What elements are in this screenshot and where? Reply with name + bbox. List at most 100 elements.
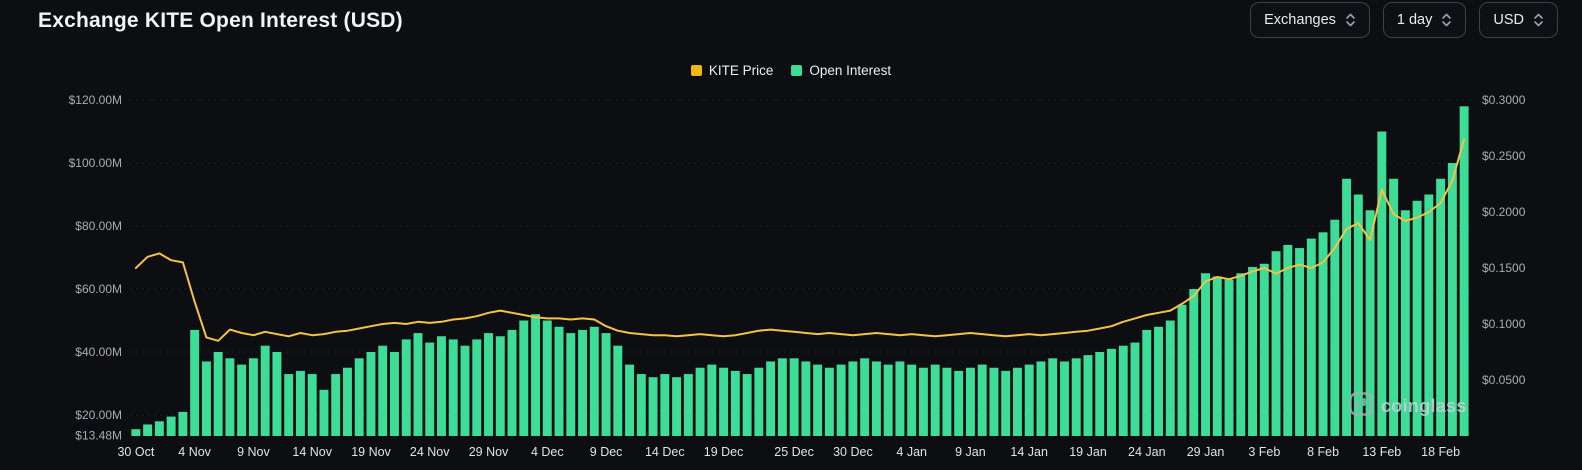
open-interest-bar[interactable] [1107, 348, 1116, 436]
open-interest-bar[interactable] [625, 364, 635, 436]
open-interest-bar[interactable] [1118, 345, 1128, 436]
open-interest-bar[interactable] [1436, 178, 1446, 436]
open-interest-bar[interactable] [1424, 194, 1434, 437]
open-interest-bar[interactable] [1447, 163, 1457, 436]
open-interest-bar[interactable] [1048, 358, 1058, 436]
open-interest-bar[interactable] [730, 370, 740, 436]
open-interest-bar[interactable] [777, 358, 787, 436]
open-interest-bar[interactable] [413, 333, 423, 436]
open-interest-bar[interactable] [613, 345, 623, 436]
open-interest-bar[interactable] [495, 336, 505, 436]
open-interest-bar[interactable] [507, 329, 517, 436]
open-interest-bar[interactable] [907, 364, 917, 436]
open-interest-bar[interactable] [1236, 273, 1246, 436]
open-interest-bar[interactable] [331, 374, 341, 436]
open-interest-bar[interactable] [1400, 210, 1410, 436]
open-interest-bar[interactable] [460, 345, 470, 436]
open-interest-bar[interactable] [154, 421, 164, 436]
open-interest-bar[interactable] [1060, 361, 1069, 436]
open-interest-bar[interactable] [295, 370, 305, 436]
open-interest-bar[interactable] [178, 411, 188, 436]
open-interest-bar[interactable] [1283, 244, 1293, 436]
open-interest-bar[interactable] [1248, 266, 1258, 436]
open-interest-bar[interactable] [1389, 178, 1399, 436]
open-interest-bar[interactable] [589, 326, 599, 436]
open-interest-bar[interactable] [1012, 367, 1022, 436]
open-interest-bar[interactable] [860, 358, 870, 436]
open-interest-bar[interactable] [143, 424, 153, 436]
open-interest-bar[interactable] [1024, 364, 1034, 436]
open-interest-bar[interactable] [695, 367, 705, 436]
open-interest-bar[interactable] [1224, 279, 1234, 436]
open-interest-bar[interactable] [1259, 263, 1269, 436]
open-interest-bar[interactable] [425, 342, 435, 436]
interval-select[interactable]: 1 day [1382, 2, 1467, 38]
open-interest-bar[interactable] [636, 374, 646, 436]
open-interest-bar[interactable] [578, 329, 588, 436]
open-interest-bar[interactable] [954, 370, 964, 436]
open-interest-bar[interactable] [1365, 210, 1375, 436]
open-interest-bar[interactable] [942, 367, 952, 436]
legend-item-kite-price[interactable]: KITE Price [690, 63, 773, 78]
open-interest-bar[interactable] [484, 333, 493, 436]
open-interest-bar[interactable] [190, 329, 200, 436]
open-interest-bar[interactable] [1271, 251, 1281, 436]
open-interest-bar[interactable] [342, 367, 352, 436]
open-interest-bar[interactable] [813, 364, 823, 436]
open-interest-bar[interactable] [742, 374, 752, 436]
open-interest-bar[interactable] [566, 333, 576, 436]
open-interest-bar[interactable] [824, 367, 834, 436]
open-interest-bar[interactable] [319, 389, 329, 436]
open-interest-bar[interactable] [965, 367, 975, 436]
open-interest-bar[interactable] [918, 367, 928, 436]
open-interest-bar[interactable] [225, 358, 235, 436]
open-interest-bar[interactable] [683, 374, 693, 436]
open-interest-bar[interactable] [766, 361, 776, 436]
open-interest-bar[interactable] [390, 352, 399, 436]
open-interest-bar[interactable] [554, 326, 564, 436]
open-interest-bar[interactable] [448, 339, 458, 436]
open-interest-bar[interactable] [1071, 358, 1081, 436]
open-interest-bar[interactable] [131, 429, 141, 436]
open-interest-bar[interactable] [401, 339, 411, 436]
open-interest-bar[interactable] [895, 361, 905, 436]
open-interest-bar[interactable] [1036, 361, 1046, 436]
open-interest-bar[interactable] [1342, 178, 1352, 436]
open-interest-bar[interactable] [660, 374, 670, 436]
open-interest-bar[interactable] [531, 314, 540, 436]
open-interest-bar[interactable] [1165, 320, 1175, 437]
open-interest-bar[interactable] [1353, 194, 1363, 437]
open-interest-bar[interactable] [1142, 329, 1152, 436]
open-interest-bar[interactable] [1177, 304, 1187, 436]
open-interest-bar[interactable] [754, 367, 764, 436]
open-interest-bar[interactable] [354, 358, 364, 436]
open-interest-bar[interactable] [707, 364, 717, 436]
open-interest-bar[interactable] [648, 377, 658, 436]
open-interest-bar[interactable] [1154, 326, 1163, 436]
open-interest-bar[interactable] [1130, 342, 1140, 436]
open-interest-bar[interactable] [977, 364, 987, 436]
legend-item-open-interest[interactable]: Open Interest [791, 63, 891, 78]
open-interest-bar[interactable] [166, 416, 176, 436]
open-interest-bar[interactable] [1295, 248, 1305, 436]
open-interest-bar[interactable] [672, 377, 682, 436]
open-interest-bar[interactable] [307, 374, 317, 436]
open-interest-bar[interactable] [871, 361, 881, 436]
open-interest-bar[interactable] [378, 345, 388, 436]
open-interest-bar[interactable] [1095, 352, 1105, 436]
open-interest-bar[interactable] [1306, 238, 1316, 436]
open-interest-bar[interactable] [1189, 289, 1199, 436]
exchanges-select[interactable]: Exchanges [1250, 2, 1370, 38]
open-interest-bar[interactable] [472, 339, 482, 436]
open-interest-bar[interactable] [930, 364, 940, 436]
open-interest-bar[interactable] [1412, 200, 1422, 436]
open-interest-bar[interactable] [1212, 276, 1222, 436]
open-interest-bar[interactable] [201, 361, 211, 436]
open-interest-bar[interactable] [989, 367, 999, 436]
open-interest-bar[interactable] [237, 364, 247, 436]
open-interest-bar[interactable] [601, 333, 611, 436]
open-interest-bar[interactable] [719, 367, 729, 436]
open-interest-bar[interactable] [1459, 106, 1469, 437]
open-interest-bar[interactable] [883, 364, 893, 436]
open-interest-bar[interactable] [284, 374, 294, 436]
